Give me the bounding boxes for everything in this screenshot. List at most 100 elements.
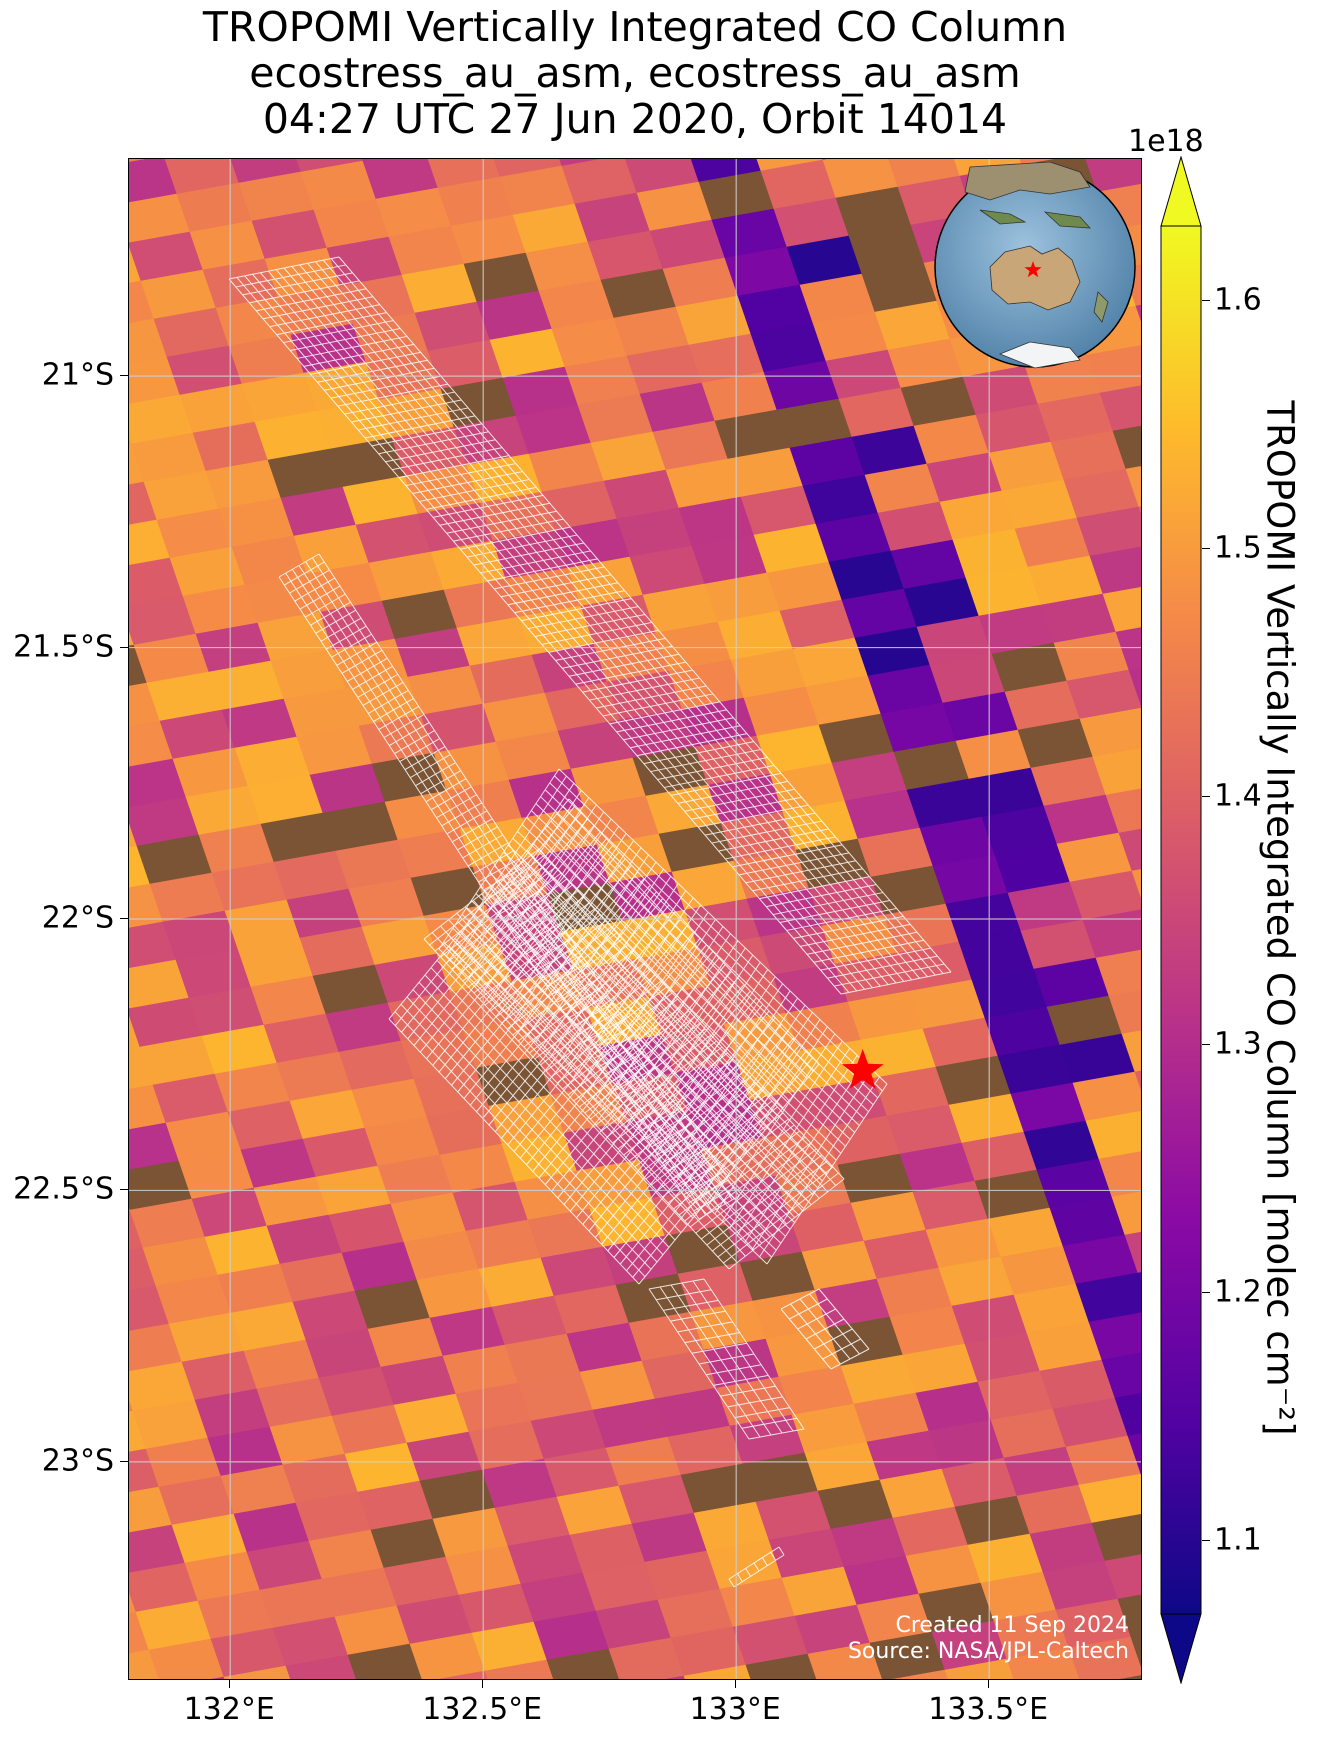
data-source: Source: NASA/JPL-Caltech (847, 1639, 1129, 1664)
co-pixel (1078, 1473, 1141, 1524)
colorbar-tick-mark (1202, 1043, 1210, 1045)
map-panel[interactable]: Created 11 Sep 2024 Source: NASA/JPL-Cal… (128, 158, 1142, 1680)
co-pixel (1088, 1312, 1141, 1361)
lon-tick-mark (735, 1680, 737, 1688)
co-pixel (1121, 1030, 1141, 1073)
colorbar-tick-label: 1.6 (1214, 282, 1262, 318)
title-line-2: ecostress_au_asm, ecostress_au_asm (249, 49, 1021, 97)
co-pixel (1134, 1070, 1141, 1091)
co-pixel (1069, 870, 1141, 921)
co-pixel (1092, 748, 1141, 796)
basemap-patch (745, 1653, 817, 1679)
co-pixel (1138, 506, 1141, 514)
indonesia-shape (979, 209, 1027, 225)
co-pixel (1085, 1110, 1141, 1160)
lat-tick-label: 22.5°S (13, 1171, 114, 1207)
co-pixel (1066, 669, 1141, 720)
lat-tick-label: 23°S (41, 1443, 114, 1479)
colorbar-label: TROPOMI Vertically Integrated CO Column … (1258, 400, 1302, 1436)
lat-tick-mark (120, 375, 128, 377)
colorbar-extend-min (1160, 1613, 1202, 1684)
lon-tick-label: 133°E (689, 1692, 781, 1727)
lat-tick-mark (120, 918, 128, 919)
co-column-map[interactable] (129, 159, 1141, 1679)
co-pixel (1135, 304, 1141, 322)
title-line-1: TROPOMI Vertically Integrated CO Column (202, 3, 1068, 51)
co-pixel (1131, 869, 1141, 899)
map-gridlines (129, 159, 1141, 1679)
lon-tick-mark (988, 1680, 990, 1688)
lat-tick-label: 22°S (41, 900, 114, 936)
globe-landmasses (964, 162, 1109, 369)
co-pixel (223, 1665, 291, 1679)
star-icon[interactable] (841, 1049, 884, 1089)
colorbar-tick-mark (1202, 1539, 1210, 1541)
co-pixel (1076, 506, 1141, 557)
co-pixel (1089, 546, 1141, 595)
co-pixel (892, 1669, 949, 1679)
colorbar-tick-mark (1202, 300, 1210, 302)
new-guinea-shape (1043, 211, 1091, 229)
co-pixel (1102, 586, 1141, 633)
footprint-mesh-6 (648, 1278, 805, 1440)
co-pixel (1105, 788, 1141, 834)
star-icon (1024, 261, 1042, 278)
colorbar-tick-label: 1.1 (1214, 1522, 1262, 1558)
lat-tick-mark (120, 1460, 128, 1462)
colorbar (1160, 156, 1202, 1684)
co-pixel (285, 1654, 357, 1679)
colorbar-tick-mark (1202, 1291, 1210, 1293)
lon-tick-label: 132°E (183, 1692, 275, 1727)
co-pixel (1075, 1272, 1141, 1323)
footprint-mesh-5 (438, 768, 888, 1265)
lat-tick-label: 21°S (41, 357, 114, 393)
co-pixel (1108, 990, 1141, 1035)
co-pixel (1085, 159, 1141, 193)
co-pixel (1095, 949, 1141, 997)
colorbar-tick-label: 1.2 (1214, 1274, 1262, 1310)
asia-shape (964, 162, 1091, 201)
colorbar-gradient (1160, 225, 1202, 1615)
footprint-mesh-8 (728, 1546, 785, 1588)
lon-tick-mark (482, 1680, 484, 1688)
colorbar-tick-mark (1202, 548, 1210, 550)
lat-tick-mark (120, 1189, 128, 1191)
co-pixel (1118, 828, 1141, 872)
co-pixel (1006, 1647, 1080, 1679)
title-line-3: 04:27 UTC 27 Jun 2020, Orbit 14014 (262, 95, 1008, 143)
co-pixel (1082, 909, 1141, 959)
co-pixel (211, 1676, 226, 1679)
map-title: TROPOMI Vertically Integrated CO Column … (0, 4, 1270, 142)
co-pixel (1101, 1352, 1141, 1399)
basemap-patch (1091, 1514, 1141, 1562)
co-pixel (1114, 1393, 1141, 1437)
basemap-patch (347, 1643, 423, 1679)
footprint-mesh-7 (780, 1288, 870, 1370)
co-pixel (683, 1664, 752, 1679)
credits: Created 11 Sep 2024 Source: NASA/JPL-Cal… (848, 1613, 1129, 1665)
co-pixel (438, 1670, 489, 1679)
co-pixel (1128, 667, 1141, 707)
created-date: Created 11 Sep 2024 (895, 1613, 1130, 1638)
co-pixel (1068, 1636, 1141, 1679)
globe-inset (934, 162, 1136, 369)
co-pixel (1072, 1071, 1141, 1122)
colorbar-tick-label: 1.5 (1214, 530, 1262, 566)
co-pixel (1111, 1191, 1141, 1236)
co-pixel (1065, 1435, 1141, 1486)
new-zealand-shape (1093, 291, 1109, 323)
co-pixel (1098, 1151, 1141, 1198)
lon-tick-label: 132.5°E (422, 1692, 543, 1727)
basemap-patch (1117, 1594, 1141, 1638)
co-pixel (1125, 466, 1141, 508)
lon-tick-label: 133.5°E (928, 1692, 1049, 1727)
lon-tick-mark (229, 1680, 231, 1688)
co-pixel (1115, 627, 1141, 671)
colorbar-tick-label: 1.4 (1214, 778, 1262, 814)
lat-tick-mark (120, 646, 128, 648)
colorbar-extend-max (1160, 156, 1202, 227)
co-pixel (1124, 1231, 1141, 1274)
co-pixel (807, 1642, 883, 1679)
co-pixel (1137, 1272, 1141, 1283)
basemap-patch (1119, 1675, 1141, 1679)
